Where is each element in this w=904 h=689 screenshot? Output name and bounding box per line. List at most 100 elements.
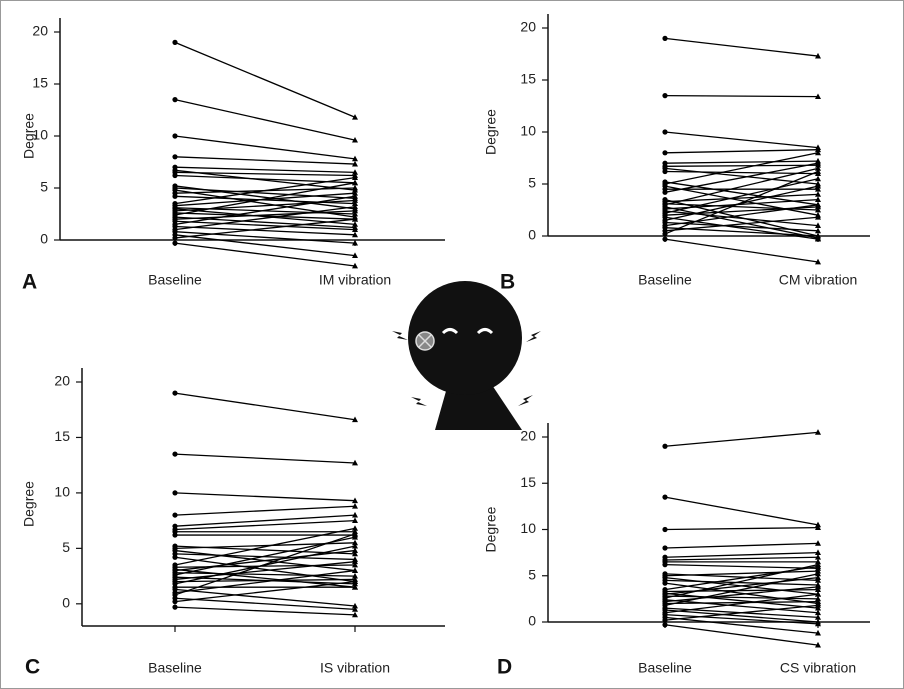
baseline-point <box>662 236 668 242</box>
y-axis-label: Degree <box>483 506 499 552</box>
x-tick-label: Baseline <box>148 660 202 676</box>
vibration-point <box>815 583 821 590</box>
vibration-point <box>815 146 821 153</box>
pair-line <box>664 579 819 586</box>
pair-line <box>174 231 356 244</box>
pair-line <box>664 167 819 206</box>
pair-line <box>174 561 356 581</box>
baseline-point <box>172 490 178 496</box>
pair-line <box>174 234 356 257</box>
pair-line <box>664 624 819 646</box>
pair-line <box>664 204 819 227</box>
vibration-point <box>352 197 358 203</box>
pair-line <box>174 519 356 531</box>
vibration-point <box>352 578 358 585</box>
vibration-point <box>352 174 358 180</box>
y-tick-label: 10 <box>520 520 536 536</box>
vibration-point <box>352 497 358 504</box>
vibration-point <box>352 239 358 246</box>
pair-line <box>174 606 356 616</box>
vibration-point <box>352 606 358 612</box>
y-tick-label: 10 <box>32 127 48 143</box>
vibration-point <box>352 160 358 167</box>
vibration-point <box>815 258 821 265</box>
y-tick-label: 20 <box>54 373 70 389</box>
y-tick-label: 5 <box>40 179 48 195</box>
baseline-point <box>172 532 178 538</box>
vibration-point <box>815 570 821 577</box>
y-tick-label: 15 <box>520 474 536 490</box>
pair-line <box>664 599 819 614</box>
vibration-point <box>352 542 358 549</box>
vibration-point <box>815 524 821 531</box>
vibration-point <box>352 547 358 553</box>
pair-line <box>664 570 819 577</box>
pair-line <box>174 216 356 229</box>
baseline-point <box>172 235 178 241</box>
pair-line <box>664 216 819 232</box>
pair-line <box>664 595 819 600</box>
pair-line <box>174 166 356 174</box>
vibration-point <box>815 182 821 189</box>
baseline-point <box>172 512 178 518</box>
vibration-point <box>352 530 358 537</box>
pair-line <box>664 582 819 605</box>
vibration-point <box>815 214 821 220</box>
vibration-point <box>815 235 821 242</box>
pair-line <box>174 505 356 516</box>
pair-line <box>174 568 356 588</box>
pair-line <box>174 195 356 226</box>
vibration-point <box>815 602 821 608</box>
vibration-point <box>352 179 358 186</box>
baseline-point <box>662 35 668 42</box>
baseline-point <box>172 154 178 160</box>
pair-line <box>174 225 356 236</box>
baseline-point <box>662 526 668 533</box>
vibration-point <box>352 221 358 227</box>
vibration-point <box>352 572 358 579</box>
pair-line <box>174 578 356 583</box>
pair-line <box>174 492 356 502</box>
pair-line <box>664 37 819 57</box>
pair-line <box>174 210 356 220</box>
y-axis-label: Degree <box>21 481 37 527</box>
pair-line <box>664 238 819 263</box>
vibration-point <box>352 226 358 232</box>
pair-line <box>664 551 819 558</box>
baseline-point <box>662 189 668 195</box>
pair-line <box>174 212 356 220</box>
baseline-point <box>172 133 178 139</box>
pair-line <box>664 160 819 164</box>
pair-line <box>664 564 819 569</box>
vibration-point <box>352 203 358 210</box>
baseline-point <box>172 193 178 199</box>
y-tick-label: 20 <box>520 428 536 444</box>
y-tick-label: 10 <box>54 484 70 500</box>
panel-label: A <box>22 271 37 294</box>
pair-line <box>664 178 819 214</box>
vibration-point <box>815 168 821 174</box>
vibration-point <box>352 416 358 423</box>
baseline-point <box>662 168 668 175</box>
y-tick-label: 15 <box>54 428 70 444</box>
vibration-point <box>352 567 358 573</box>
pair-line <box>664 164 819 167</box>
x-tick-label: IS vibration <box>320 660 390 676</box>
pair-line <box>664 131 819 149</box>
baseline-point <box>172 599 178 605</box>
pair-line <box>664 564 819 599</box>
y-tick-label: 0 <box>528 613 536 629</box>
vibration-point <box>815 191 821 197</box>
y-tick-label: 5 <box>528 175 536 191</box>
pair-line <box>664 586 819 603</box>
baseline-point <box>172 240 178 246</box>
baseline-point <box>662 443 668 449</box>
pair-line <box>174 569 356 594</box>
vibration-point <box>352 155 358 162</box>
pair-line <box>664 592 819 609</box>
baseline-point <box>172 39 178 46</box>
pair-line <box>664 593 819 614</box>
baseline-point <box>662 150 668 156</box>
x-tick-label: CM vibration <box>779 272 858 288</box>
